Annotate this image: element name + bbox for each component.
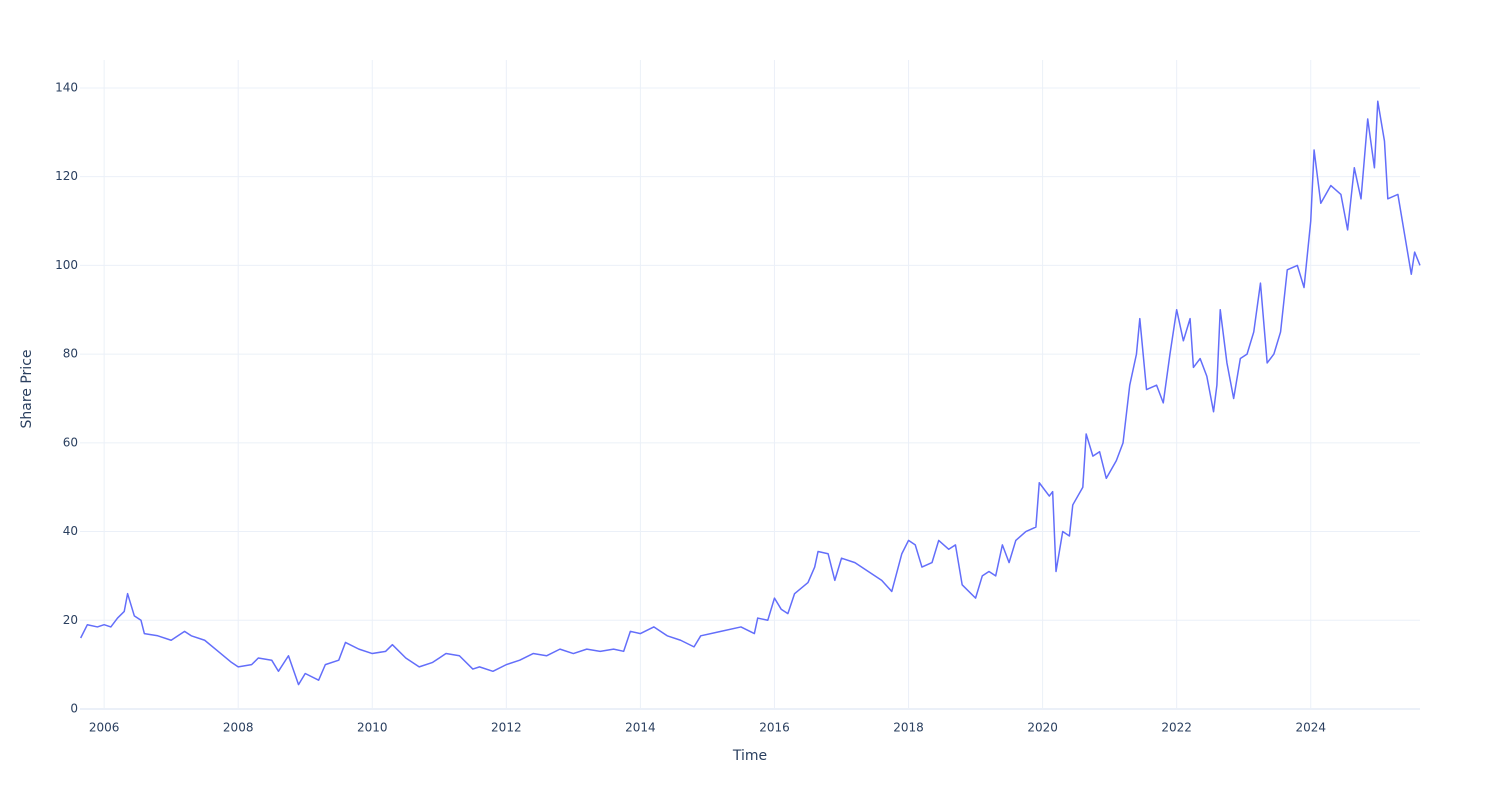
x-tick-label: 2012 xyxy=(491,721,522,735)
y-tick-label: 120 xyxy=(55,169,78,183)
x-tick-label: 2006 xyxy=(89,721,120,735)
x-tick-label: 2014 xyxy=(625,721,656,735)
y-tick-label: 60 xyxy=(63,435,78,449)
x-tick-label: 2020 xyxy=(1027,721,1058,735)
y-axis-title: Share Price xyxy=(19,349,35,428)
line-series xyxy=(80,100,1421,686)
y-tick-label: 0 xyxy=(70,702,78,716)
y-tick-label: 140 xyxy=(55,80,78,94)
x-tick-label: 2018 xyxy=(893,721,924,735)
y-tick-label: 80 xyxy=(63,347,78,361)
x-tick-label: 2024 xyxy=(1295,721,1326,735)
y-tick-label: 40 xyxy=(63,524,78,538)
y-tick-label: 20 xyxy=(63,613,78,627)
x-tick-label: 2010 xyxy=(357,721,388,735)
x-tick-label: 2022 xyxy=(1161,721,1192,735)
x-axis-title: Time xyxy=(732,748,767,764)
x-tick-label: 2016 xyxy=(759,721,790,735)
x-tick-label: 2008 xyxy=(223,721,254,735)
y-tick-label: 100 xyxy=(55,258,78,272)
